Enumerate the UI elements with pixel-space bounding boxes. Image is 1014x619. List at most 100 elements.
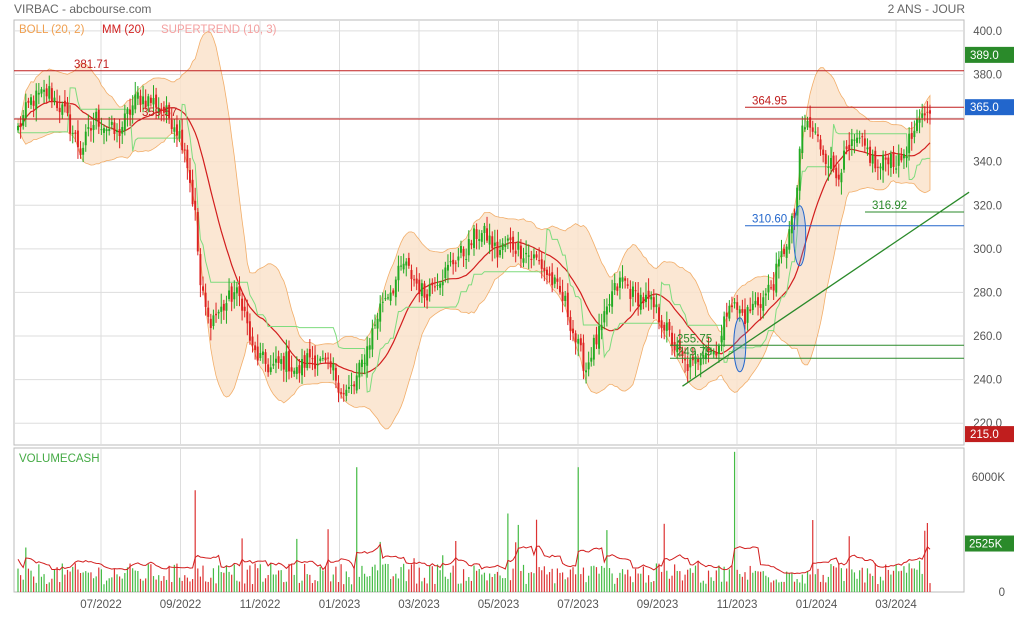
volume-bar bbox=[317, 581, 319, 592]
volume-bar bbox=[707, 570, 710, 592]
candle-body bbox=[733, 302, 736, 304]
candle-body bbox=[303, 355, 306, 368]
volume-bar bbox=[647, 575, 650, 592]
volume-bar bbox=[155, 579, 157, 592]
candle-body bbox=[405, 261, 408, 266]
y-tick-label: 240.0 bbox=[973, 375, 1002, 387]
level-label: 359.57 bbox=[142, 107, 177, 119]
volume-bar bbox=[728, 569, 730, 592]
volume-bar bbox=[66, 569, 69, 592]
candle-body bbox=[715, 352, 718, 356]
candle-body bbox=[465, 258, 468, 260]
volume-bar bbox=[653, 581, 655, 592]
volume-bar bbox=[827, 576, 829, 592]
level-label: 316.92 bbox=[872, 200, 907, 212]
candle-body bbox=[191, 179, 194, 205]
candle-body bbox=[43, 89, 46, 92]
volume-bar bbox=[900, 570, 902, 592]
volume-bar bbox=[918, 560, 921, 592]
y-tick-label: 340.0 bbox=[973, 157, 1002, 169]
volume-bar bbox=[449, 572, 452, 592]
candle-body bbox=[394, 279, 397, 298]
candle-body bbox=[600, 325, 603, 331]
volume-bar bbox=[171, 582, 173, 592]
candle-body bbox=[228, 290, 231, 300]
volume-bar bbox=[178, 577, 181, 592]
candle-body bbox=[50, 88, 53, 102]
volume-bar bbox=[197, 568, 199, 592]
volume-bar bbox=[38, 564, 40, 592]
candle-body bbox=[824, 153, 827, 164]
candle-body bbox=[74, 132, 77, 134]
candle-body bbox=[717, 345, 720, 355]
volume-bar bbox=[705, 583, 707, 592]
candle-body bbox=[199, 254, 202, 286]
candle-body bbox=[741, 309, 744, 313]
volume-average-line bbox=[17, 543, 931, 575]
candle-body bbox=[639, 294, 642, 310]
volume-bar bbox=[408, 569, 410, 592]
volume-panel-frame bbox=[13, 447, 965, 593]
candle-body bbox=[540, 259, 543, 269]
candle-body bbox=[689, 359, 692, 368]
candle-body bbox=[579, 338, 582, 346]
candle-body bbox=[707, 349, 710, 353]
candle-body bbox=[379, 303, 382, 322]
volume-bar bbox=[632, 582, 634, 592]
volume-bar bbox=[126, 567, 129, 592]
candle-body bbox=[100, 129, 103, 131]
volume-bar bbox=[559, 572, 561, 592]
volume-bar bbox=[330, 581, 332, 592]
volume-bar bbox=[457, 583, 459, 592]
candle-body bbox=[512, 236, 515, 250]
candle-body bbox=[673, 341, 676, 351]
volume-bar bbox=[241, 538, 243, 592]
candle-body bbox=[222, 303, 225, 311]
volume-bar bbox=[619, 572, 621, 592]
candle-body bbox=[183, 149, 186, 151]
y-tick-label: 380.0 bbox=[973, 69, 1002, 81]
candle-body bbox=[684, 359, 687, 361]
volume-bar bbox=[72, 566, 74, 592]
volume-bar bbox=[111, 577, 113, 592]
candle-body bbox=[757, 297, 759, 306]
candle-body bbox=[314, 355, 317, 369]
candle-body bbox=[514, 250, 517, 254]
candle-body bbox=[105, 129, 108, 132]
candle-body bbox=[796, 187, 799, 216]
candle-body bbox=[272, 363, 275, 366]
candle-body bbox=[69, 114, 72, 134]
volume-bar bbox=[150, 564, 152, 592]
candle-body bbox=[407, 257, 410, 266]
volume-bar bbox=[452, 565, 454, 592]
candle-body bbox=[53, 97, 56, 103]
volume-bar bbox=[69, 571, 71, 592]
volume-bar bbox=[95, 576, 97, 592]
candle-body bbox=[329, 361, 332, 368]
volume-badge bbox=[965, 535, 1014, 552]
candle-body bbox=[793, 213, 796, 218]
candle-body bbox=[853, 139, 856, 141]
volume-bar bbox=[403, 563, 405, 592]
candle-body bbox=[694, 356, 697, 364]
candle-body bbox=[892, 152, 895, 167]
volume-bar bbox=[846, 568, 848, 592]
volume-bar bbox=[637, 573, 639, 592]
candle-body bbox=[282, 356, 285, 370]
candle-body bbox=[603, 311, 606, 323]
x-tick-label: 01/2023 bbox=[319, 599, 361, 611]
volume-bar bbox=[421, 581, 423, 592]
candle-body bbox=[288, 351, 290, 372]
candle-body bbox=[582, 342, 585, 371]
volume-bar bbox=[277, 570, 280, 592]
candle-body bbox=[66, 102, 69, 114]
candle-body bbox=[814, 131, 817, 133]
volume-bar bbox=[431, 566, 433, 592]
volume-bar bbox=[212, 568, 215, 592]
volume-bar bbox=[668, 578, 671, 592]
candle-body bbox=[561, 291, 564, 301]
candle-body bbox=[845, 146, 848, 150]
candle-body bbox=[551, 272, 554, 286]
volume-bar bbox=[353, 566, 355, 592]
volume-bar bbox=[598, 573, 600, 592]
